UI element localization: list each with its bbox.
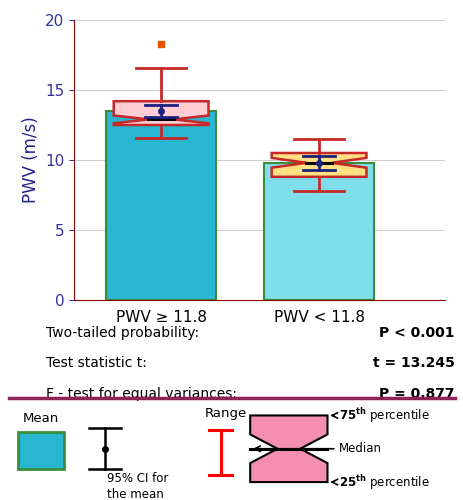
Text: $\mathbf{25^{th}}$ percentile: $\mathbf{25^{th}}$ percentile	[338, 472, 429, 492]
Text: Two-tailed probability:: Two-tailed probability:	[45, 326, 198, 340]
Text: Median: Median	[338, 442, 381, 455]
Y-axis label: PWV (m/s): PWV (m/s)	[22, 116, 40, 204]
Bar	[106, 111, 216, 300]
Text: Mean: Mean	[23, 412, 59, 425]
Text: t = 13.245: t = 13.245	[372, 356, 454, 370]
Text: F - test for equal variances:: F - test for equal variances:	[45, 386, 236, 400]
Polygon shape	[271, 153, 366, 177]
Text: Test statistic t:: Test statistic t:	[45, 356, 146, 370]
Polygon shape	[250, 416, 327, 482]
Text: Range: Range	[204, 407, 246, 420]
Text: P = 0.877: P = 0.877	[378, 386, 454, 400]
Bar	[263, 163, 374, 300]
FancyBboxPatch shape	[18, 432, 63, 469]
Text: P < 0.001: P < 0.001	[378, 326, 454, 340]
Polygon shape	[113, 101, 208, 125]
Text: the mean: the mean	[107, 488, 163, 500]
Text: 95% CI for: 95% CI for	[107, 472, 168, 485]
Text: $\mathbf{75^{th}}$ percentile: $\mathbf{75^{th}}$ percentile	[338, 406, 429, 425]
